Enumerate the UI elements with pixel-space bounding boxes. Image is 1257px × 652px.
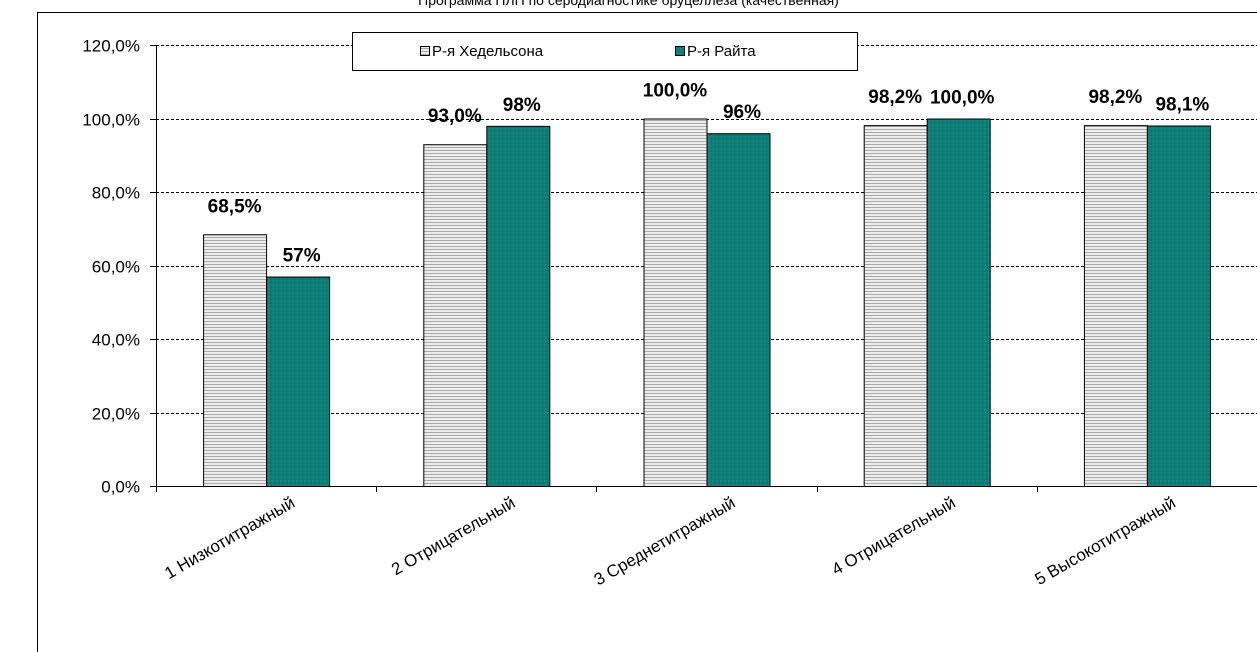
y-tick-label: 40,0% [92, 331, 140, 350]
data-label: 93,0% [428, 106, 482, 127]
data-label: 98,2% [868, 87, 922, 108]
bar-hedelson [423, 144, 488, 487]
bar-hedelson [1083, 125, 1148, 488]
legend-swatch [420, 46, 430, 56]
bar-hedelson [643, 118, 708, 487]
y-tick-label: 60,0% [92, 258, 140, 277]
data-label: 68,5% [208, 196, 262, 217]
y-tick-label: 100,0% [82, 111, 140, 130]
bar-wright [1146, 125, 1211, 487]
data-label: 57% [283, 246, 321, 267]
category-label: 3 Среднетитражный [591, 493, 739, 589]
bar-wright [486, 125, 551, 487]
bar-wright [706, 133, 771, 487]
category-label: 4 Отрицательный [829, 493, 959, 579]
data-labels: 68,5% 57% 93,0% 98% 100,0% 96% 98,2% 100,0% 98,2… [208, 81, 1210, 267]
bars [203, 118, 1211, 488]
data-label: 96% [723, 102, 761, 123]
y-tick-label: 120,0% [82, 37, 140, 56]
data-label: 100,0% [930, 88, 995, 109]
axes: 0,0% 20,0% 40,0% 60,0% 80,0% 100,0% 120,0% [82, 37, 1257, 497]
data-label: 98,1% [1155, 94, 1209, 115]
category-label: 1 Низкотитражный [161, 493, 298, 583]
bar-hedelson [863, 125, 928, 488]
chart-frame [37, 12, 1257, 652]
legend-label: Р-я Хедельсона [432, 43, 544, 60]
y-tick-label: 80,0% [92, 184, 140, 203]
bar-wright [926, 118, 991, 487]
legend-swatch [675, 46, 685, 56]
data-label: 98% [503, 95, 541, 116]
data-label: 98,2% [1088, 87, 1142, 108]
legend: Р-я Хедельсона Р-я Райта [352, 32, 858, 71]
y-tick-label: 20,0% [92, 405, 140, 424]
legend-label: Р-я Райта [687, 43, 756, 60]
chart-title: Программа ПЛП по серодиагностике бруцелл… [418, 0, 839, 8]
category-labels: 1 Низкотитражный 2 Отрицательный 3 Среднет… [161, 493, 1179, 589]
legend-box [352, 32, 858, 71]
bar-hedelson [203, 234, 268, 487]
bar-wright [266, 276, 331, 487]
y-tick-label: 0,0% [101, 478, 140, 497]
category-label: 2 Отрицательный [388, 493, 518, 579]
data-label: 100,0% [643, 81, 708, 102]
category-label: 5 Высокотитражный [1032, 493, 1179, 589]
